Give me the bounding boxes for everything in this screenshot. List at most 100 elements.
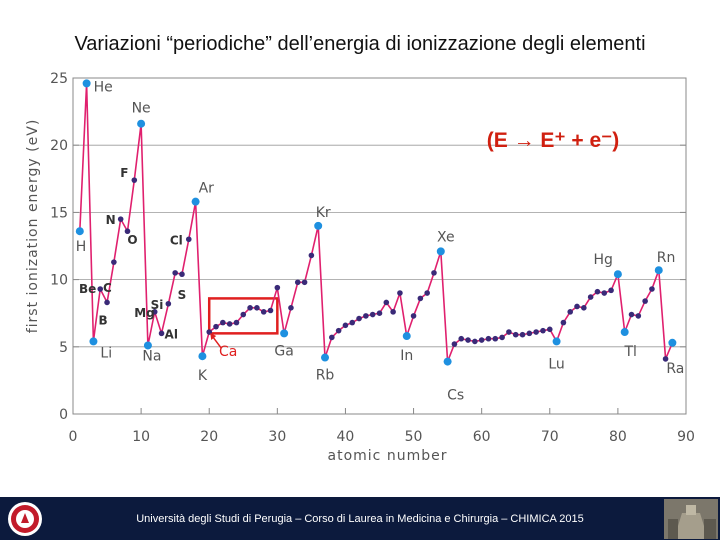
transition-metals-highlight-box [207,297,279,335]
data-point [267,307,274,314]
element-label-ar: Ar [199,181,215,197]
data-point [492,335,499,342]
data-point [179,271,185,278]
data-point [485,335,492,342]
element-label-he: He [94,79,113,95]
element-label-s: S [178,288,187,302]
data-point [301,279,308,286]
data-point [594,288,601,295]
data-point [451,341,458,347]
data-point [628,311,635,318]
data-point [472,338,478,345]
data-point [613,270,622,279]
x-tick-label: 20 [200,429,218,445]
data-point [620,328,629,337]
data-point [89,337,98,346]
x-tick-label: 50 [405,429,423,445]
data-point [533,329,539,335]
data-point [649,286,655,292]
ca-arrow-head [210,333,217,341]
data-point [349,319,356,326]
x-tick-label: 80 [609,429,627,445]
data-point [410,313,417,319]
element-label-hg: Hg [593,252,612,268]
x-tick-label: 30 [268,429,286,445]
data-point [431,270,437,276]
data-point [185,236,192,243]
data-point [233,319,240,326]
data-point [506,329,512,335]
data-point [111,259,117,265]
data-point [567,309,574,315]
element-label-ga: Ga [274,343,293,359]
y-tick-label: 0 [59,407,68,423]
data-point [247,305,253,311]
element-label-na: Na [142,348,161,364]
data-point [213,323,219,330]
element-label-n: N [106,213,116,227]
data-point [635,313,642,319]
data-point [280,329,289,338]
series-line [79,83,674,362]
data-point [560,319,567,326]
x-tick-label: 10 [132,429,150,445]
data-point [356,315,362,322]
data-point [369,311,376,318]
y-tick-label: 5 [59,340,68,356]
data-point [363,313,369,319]
element-label-cs: Cs [447,388,464,404]
element-label-rb: Rb [316,368,335,384]
data-point [608,287,614,294]
data-point [574,303,580,310]
university-seal-icon [8,502,42,536]
data-point [443,357,452,366]
data-point [191,197,200,206]
data-point [75,227,84,236]
data-point [458,335,465,342]
x-tick-label: 40 [337,429,355,445]
element-label-c: C [103,281,112,295]
data-point [143,341,152,350]
element-label-si: Si [151,298,164,312]
data-point [294,279,301,286]
slide-title: Variazioni “periodiche” dell’energia di … [74,33,646,55]
y-tick-label: 15 [50,205,68,221]
element-label-k: K [198,368,208,384]
data-point [587,294,594,300]
data-point [662,356,669,362]
data-point [198,352,207,361]
data-point [601,290,608,296]
data-point [308,252,315,259]
data-point [526,330,533,337]
data-point [131,177,138,183]
data-point [417,295,424,302]
data-point [642,298,648,304]
element-label-b: B [98,313,107,327]
x-tick-label: 70 [541,429,559,445]
data-point [540,327,546,334]
data-point [124,228,131,235]
y-axis-title: first ionization energy (eV) [25,119,41,334]
element-label-ne: Ne [132,101,151,117]
x-axis-title: atomic number [328,448,448,464]
data-point [581,305,587,311]
y-tick-label: 25 [50,71,68,87]
element-label-tl: Tl [623,344,636,360]
element-label-mg: Mg [134,306,155,320]
x-tick-label: 60 [473,429,491,445]
data-point [137,119,146,128]
data-point [151,309,158,315]
element-label-al: Al [165,327,178,341]
data-point [465,337,471,343]
data-point [397,290,403,296]
x-tick-label: 90 [677,429,695,445]
plot-frame [72,77,687,415]
ionization-energy-chart: 0 5 10 15 20 25 0 10 20 30 40 50 60 70 80 90 atomic numb… [25,71,695,464]
element-label-cl: Cl [170,233,183,247]
data-point [390,309,396,315]
element-label-ca: Ca [219,344,237,360]
data-point [314,221,323,230]
element-label-lu: Lu [548,356,564,372]
data-point [342,322,349,329]
data-point [274,284,281,291]
